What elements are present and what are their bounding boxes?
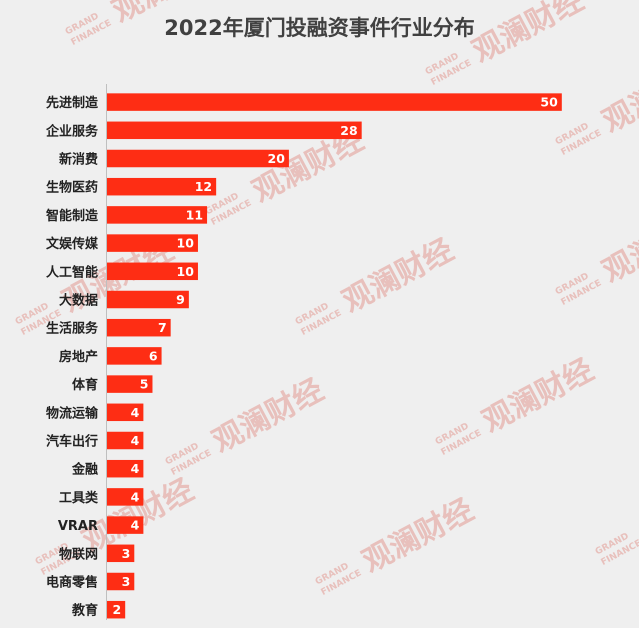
category-label: 电商零售 xyxy=(46,575,98,591)
svg-text:观澜财经: 观澜财经 xyxy=(477,352,599,439)
category-label: 文娱传媒 xyxy=(46,236,99,252)
bar xyxy=(107,347,162,365)
category-label: 人工智能 xyxy=(46,264,98,280)
chart-title: 2022年厦门投融资事件行业分布 xyxy=(164,16,475,40)
bar xyxy=(107,121,362,140)
data-label: 4 xyxy=(131,518,140,533)
category-label: 物流运输 xyxy=(46,405,99,421)
bar xyxy=(107,375,153,393)
data-label: 4 xyxy=(131,489,140,504)
data-label: 4 xyxy=(131,405,140,420)
category-label: 生活服务 xyxy=(46,321,99,337)
category-label: 先进制造 xyxy=(46,95,99,111)
data-label: 50 xyxy=(540,95,558,110)
data-label: 6 xyxy=(149,348,158,363)
bar xyxy=(107,234,198,252)
svg-text:观澜财经: 观澜财经 xyxy=(597,52,639,139)
data-label: 10 xyxy=(177,236,195,251)
bar xyxy=(107,600,126,619)
bar xyxy=(107,431,144,450)
data-label: 9 xyxy=(176,292,185,307)
data-label: 12 xyxy=(195,179,212,194)
data-label: 28 xyxy=(340,123,357,138)
data-label: 3 xyxy=(122,546,131,561)
svg-text:观澜财经: 观澜财经 xyxy=(357,492,479,579)
data-label: 3 xyxy=(122,574,131,589)
data-label: 10 xyxy=(177,264,195,279)
svg-text:观澜财经: 观澜财经 xyxy=(597,202,639,289)
category-label: 教育 xyxy=(71,603,98,619)
bar xyxy=(107,177,217,196)
category-label: 房地产 xyxy=(59,349,98,365)
data-label: 2 xyxy=(112,602,121,617)
svg-text:观澜财经: 观澜财经 xyxy=(207,372,329,459)
bar xyxy=(107,459,144,478)
svg-text:观澜财经: 观澜财经 xyxy=(467,0,589,70)
bar xyxy=(107,93,562,111)
bar xyxy=(107,290,189,309)
category-label: 大数据 xyxy=(59,293,98,309)
data-label: 5 xyxy=(140,377,149,392)
bar xyxy=(107,262,198,281)
bar xyxy=(107,318,171,337)
category-label: 体育 xyxy=(72,377,98,393)
watermark-layer: GRANDFINANCE观澜财经GRANDFINANCE观澜财经GRANDFIN… xyxy=(14,0,639,598)
data-label: 20 xyxy=(268,151,286,166)
bar xyxy=(107,488,144,506)
category-label: 金融 xyxy=(71,462,98,478)
category-label: 物联网 xyxy=(59,546,98,562)
bar xyxy=(107,516,144,534)
data-label: 4 xyxy=(131,461,140,476)
category-label: 汽车出行 xyxy=(46,434,98,450)
svg-text:观澜财经: 观澜财经 xyxy=(337,232,459,319)
svg-text:观澜财经: 观澜财经 xyxy=(107,0,229,30)
data-label: 7 xyxy=(158,320,167,335)
category-label: 企业服务 xyxy=(45,123,99,139)
bar xyxy=(107,544,135,563)
data-label: 11 xyxy=(186,207,203,222)
category-label: 智能制造 xyxy=(46,208,99,224)
category-label: 生物医药 xyxy=(46,180,98,196)
bar xyxy=(107,572,135,591)
bar xyxy=(107,403,144,422)
category-label: 工具类 xyxy=(59,490,99,506)
bar xyxy=(107,206,208,224)
data-label: 4 xyxy=(131,433,140,448)
category-label: 新消费 xyxy=(59,152,98,168)
category-label: VRAR xyxy=(58,519,98,534)
bars-layer: 先进制造 50 企业服务 28 新消费 20 生物医药 12 智能制造 11 文娱传媒 10 人工智能 1… xyxy=(45,93,562,619)
bar xyxy=(107,149,289,168)
